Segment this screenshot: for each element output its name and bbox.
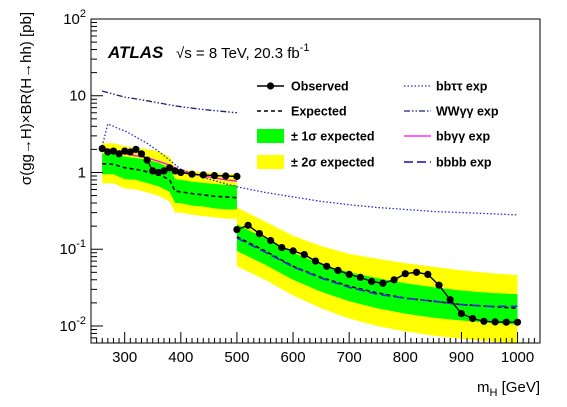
x-tick-label: 400: [168, 349, 193, 366]
observed-point: [132, 145, 140, 153]
x-tick-label: 600: [281, 349, 306, 366]
y-tick-label: 10-2: [60, 315, 86, 335]
observed-point: [104, 148, 112, 156]
observed-point: [188, 170, 196, 178]
observed-point: [115, 150, 123, 158]
observed-point: [177, 168, 185, 177]
observed-point: [267, 236, 275, 245]
observed-point: [300, 251, 308, 259]
observed-point: [435, 281, 443, 289]
bbbb-line-segment-0: [236, 237, 518, 308]
observed-point: [379, 279, 387, 287]
observed-point: [446, 296, 454, 304]
legend-observed-label: Observed: [291, 80, 349, 94]
observed-point: [222, 172, 230, 180]
legend-wwgg-label: WWγγ exp: [436, 105, 499, 119]
observed-point: [199, 171, 207, 179]
legend-bbtautau-label: bbττ exp: [436, 80, 488, 94]
observed-point: [289, 247, 297, 255]
x-tick-label: 800: [393, 349, 418, 366]
observed-point: [278, 244, 286, 252]
observed-point: [255, 230, 263, 238]
legend: Observed Expected ± 1σ expected ± 2σ expect…: [257, 80, 499, 170]
legend-observed-marker: [266, 82, 275, 90]
observed-point: [154, 168, 162, 177]
observed-point: [171, 167, 179, 175]
observed-point: [368, 277, 376, 286]
plot-layer: [98, 90, 522, 343]
x-tick-label: 300: [112, 349, 137, 366]
observed-point: [491, 318, 499, 326]
observed-point: [513, 318, 522, 326]
observed-point: [502, 318, 510, 326]
observed-point: [121, 147, 129, 155]
observed-point: [143, 156, 151, 164]
observed-point: [160, 167, 168, 175]
observed-point: [126, 148, 134, 156]
observed-point: [424, 270, 432, 278]
legend-band1-label: ± 1σ expected: [291, 130, 375, 144]
x-tick-label: 900: [449, 349, 474, 366]
observed-point: [311, 257, 320, 265]
observed-point: [109, 147, 118, 155]
x-tick-label: 700: [337, 349, 362, 366]
energy-label: √s = 8 TeV, 20.3 fb-1: [176, 42, 310, 62]
legend-band1-swatch: [257, 129, 284, 143]
legend-bbbb-label: bbbb exp: [436, 156, 492, 170]
observed-point: [469, 314, 477, 323]
observed-point: [244, 221, 252, 229]
atlas-annotation: ATLAS √s = 8 TeV, 20.3 fb-1: [107, 42, 310, 62]
y-axis-label: σ(gg→H)×BR(H→hh) [pb]: [18, 12, 35, 185]
observed-point: [480, 317, 488, 325]
band2-band-segment-1: [236, 207, 518, 343]
observed-point: [345, 270, 353, 278]
x-axis-label: mH [GeV]: [477, 379, 540, 399]
legend-band2-label: ± 2σ expected: [291, 156, 375, 170]
legend-bbgg-label: bbγγ exp: [436, 130, 491, 144]
legend-expected-label: Expected: [291, 105, 347, 119]
observed-point: [166, 164, 174, 172]
observed-point: [137, 150, 146, 158]
y-tick-label: 1: [78, 164, 86, 181]
y-tick-label: 10: [69, 88, 86, 105]
legend-band2-swatch: [257, 155, 284, 169]
observed-point: [412, 268, 421, 276]
wwgg-line-segment-0: [102, 90, 237, 114]
expected-line-segment-0: [102, 162, 237, 199]
y-tick-label: 10-1: [60, 238, 86, 258]
y-tick-label: 102: [63, 8, 86, 28]
observed-point: [210, 172, 219, 180]
observed-point: [149, 167, 157, 175]
observed-point: [356, 273, 364, 281]
observed-point: [401, 270, 409, 278]
observed-point: [233, 172, 241, 180]
observed-point: [98, 145, 106, 153]
observed-point: [323, 262, 331, 270]
experiment-label: ATLAS: [107, 43, 164, 62]
observed-point: [334, 266, 342, 274]
x-tick-label: 1000: [501, 349, 534, 366]
observed-point: [390, 276, 398, 284]
x-tick-label: 500: [224, 349, 249, 366]
observed-point: [233, 226, 241, 234]
observed-point: [457, 310, 465, 318]
axis-ticks: 300 400 500 600 700 800 900 1000 10-2 10-1 1 10 102: [60, 8, 541, 366]
